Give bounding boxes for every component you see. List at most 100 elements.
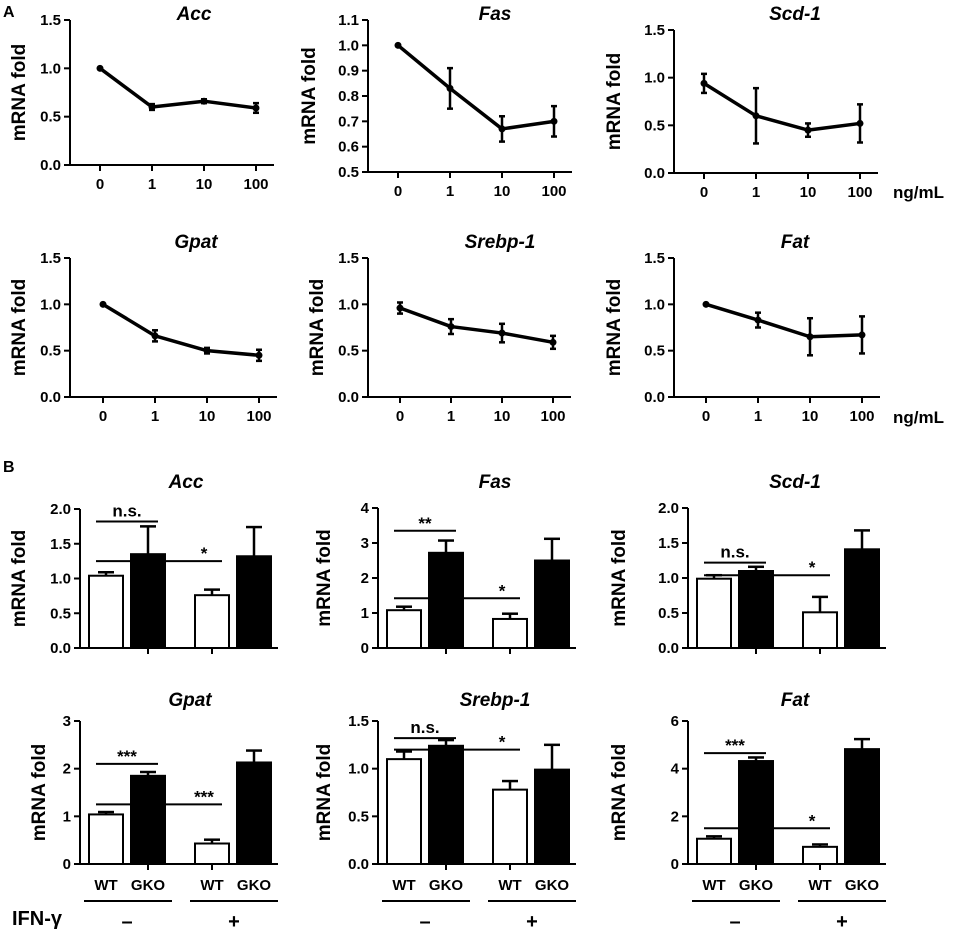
x-tick-label: 10 [199,408,216,425]
y-tick-label: 0.5 [348,808,369,825]
treatment-plus: + [836,911,848,933]
bar-wt [88,574,124,649]
panel-label-b: B [3,459,15,476]
data-point [550,117,558,125]
chart-title: Scd-1 [769,472,821,493]
data-point [446,84,454,92]
series-line [703,81,861,132]
x-tick-label: 10 [800,184,817,201]
x-tick-label: 100 [243,176,268,193]
chart-title: Gpat [168,690,212,711]
x-tick-label: 1 [754,408,762,425]
bar-gko [130,553,166,649]
x-tick-label: 1 [148,176,156,193]
bar-wt [802,845,838,866]
series-line [396,43,555,131]
panel-label-a: A [3,4,15,21]
y-tick-label: 0.0 [644,165,665,182]
x-tick-label: 10 [196,176,213,193]
group-label: GKO [739,877,774,894]
series-line [705,302,863,339]
x-tick-label: 100 [847,184,872,201]
y-tick-label: 1.0 [644,70,665,87]
y-tick-label: 1 [63,808,71,825]
group-label: WT [808,877,831,894]
significance-label: * [201,544,208,563]
y-tick-label: 2.0 [50,501,71,518]
chart-a-acc: Acc mRNA fold 0.0 0.5 1.0 1.5 0 1 10 100 [9,4,274,193]
chart-title: Acc [176,4,212,25]
significance-label: *** [117,747,137,766]
bar-wt [88,813,124,866]
bar-wt [386,609,422,650]
data-point [96,64,104,72]
treatment-minus: – [729,911,740,933]
series-line [102,302,260,358]
y-tick-label: 3 [361,535,369,552]
data-point [255,351,263,359]
bar-gko [130,774,166,865]
y-tick-label: 0.0 [644,389,665,406]
data-point [752,112,760,120]
y-tick-label: 0.5 [50,605,71,622]
bar-wt [492,788,528,866]
treatment-plus: + [228,911,240,933]
significance-label: *** [194,787,214,806]
y-tick-label: 1.0 [644,296,665,313]
x-tick-label: 0 [700,184,708,201]
chart-a-scd1: Scd-1 mRNA fold 0.0 0.5 1.0 1.5 0 1 10 100 [604,4,878,201]
group-label: GKO [845,877,880,894]
x-tick-label: 0 [96,176,104,193]
bar-wt [194,842,230,866]
chart-title: Fat [781,232,810,253]
chart-title: Fas [479,4,512,25]
y-tick-label: 0.7 [338,113,359,130]
x-tick-label: 1 [752,184,760,201]
chart-b-gpat: Gpat mRNA fold 0 1 2 3 *** *** WT GKO WT GKO – + [29,690,278,933]
y-axis-label: mRNA fold [9,279,30,376]
y-tick-label: 0.0 [40,389,61,406]
y-tick-label: 1.5 [658,535,679,552]
bar-gko [844,748,880,866]
y-tick-label: 1.0 [348,761,369,778]
y-axis-label: mRNA fold [609,744,630,841]
data-point [151,332,159,340]
y-tick-label: 1.0 [338,296,359,313]
y-tick-label: 0.8 [338,88,359,105]
y-tick-label: 0.5 [338,343,359,360]
chart-a-fas: Fas mRNA fold 0.5 0.6 0.7 0.8 0.9 1.0 1.1 0 1 10 100 [299,4,572,200]
chart-title: Acc [168,472,204,493]
y-tick-label: 0.0 [338,389,359,406]
group-label: WT [702,877,725,894]
units-label-row1: ng/mL [893,183,944,202]
bar-gko [236,761,272,865]
y-tick-label: 1.5 [644,22,665,39]
significance-label: n.s. [720,543,749,562]
chart-a-fat: Fat mRNA fold 0.0 0.5 1.0 1.5 0 1 10 100 [604,232,880,425]
significance-label: * [809,811,816,830]
bar-wt [492,617,528,650]
y-tick-label: 0.0 [658,640,679,657]
y-tick-label: 0 [671,856,679,873]
x-tick-label: 100 [541,183,566,200]
y-tick-label: 0.9 [338,63,359,80]
bar-wt [802,611,838,649]
y-tick-label: 1.5 [40,250,61,267]
chart-title: Srebp-1 [465,232,536,253]
chart-b-srebp1: Srebp-1 mRNA fold 0.0 0.5 1.0 1.5 n.s. * WT GKO WT… [314,690,576,933]
y-axis-label: mRNA fold [307,279,328,376]
bar-gko [738,570,774,649]
y-axis-label: mRNA fold [9,530,30,627]
y-tick-label: 0 [63,856,71,873]
y-tick-label: 0.0 [348,856,369,873]
y-axis-label: mRNA fold [314,744,335,841]
group-label: GKO [237,877,272,894]
y-tick-label: 1.5 [40,12,61,29]
y-tick-label: 1.5 [338,250,359,267]
group-label: WT [392,877,415,894]
units-label-row2: ng/mL [893,408,944,427]
data-point [498,125,506,133]
data-point [498,329,506,337]
treatment-plus: + [526,911,538,933]
